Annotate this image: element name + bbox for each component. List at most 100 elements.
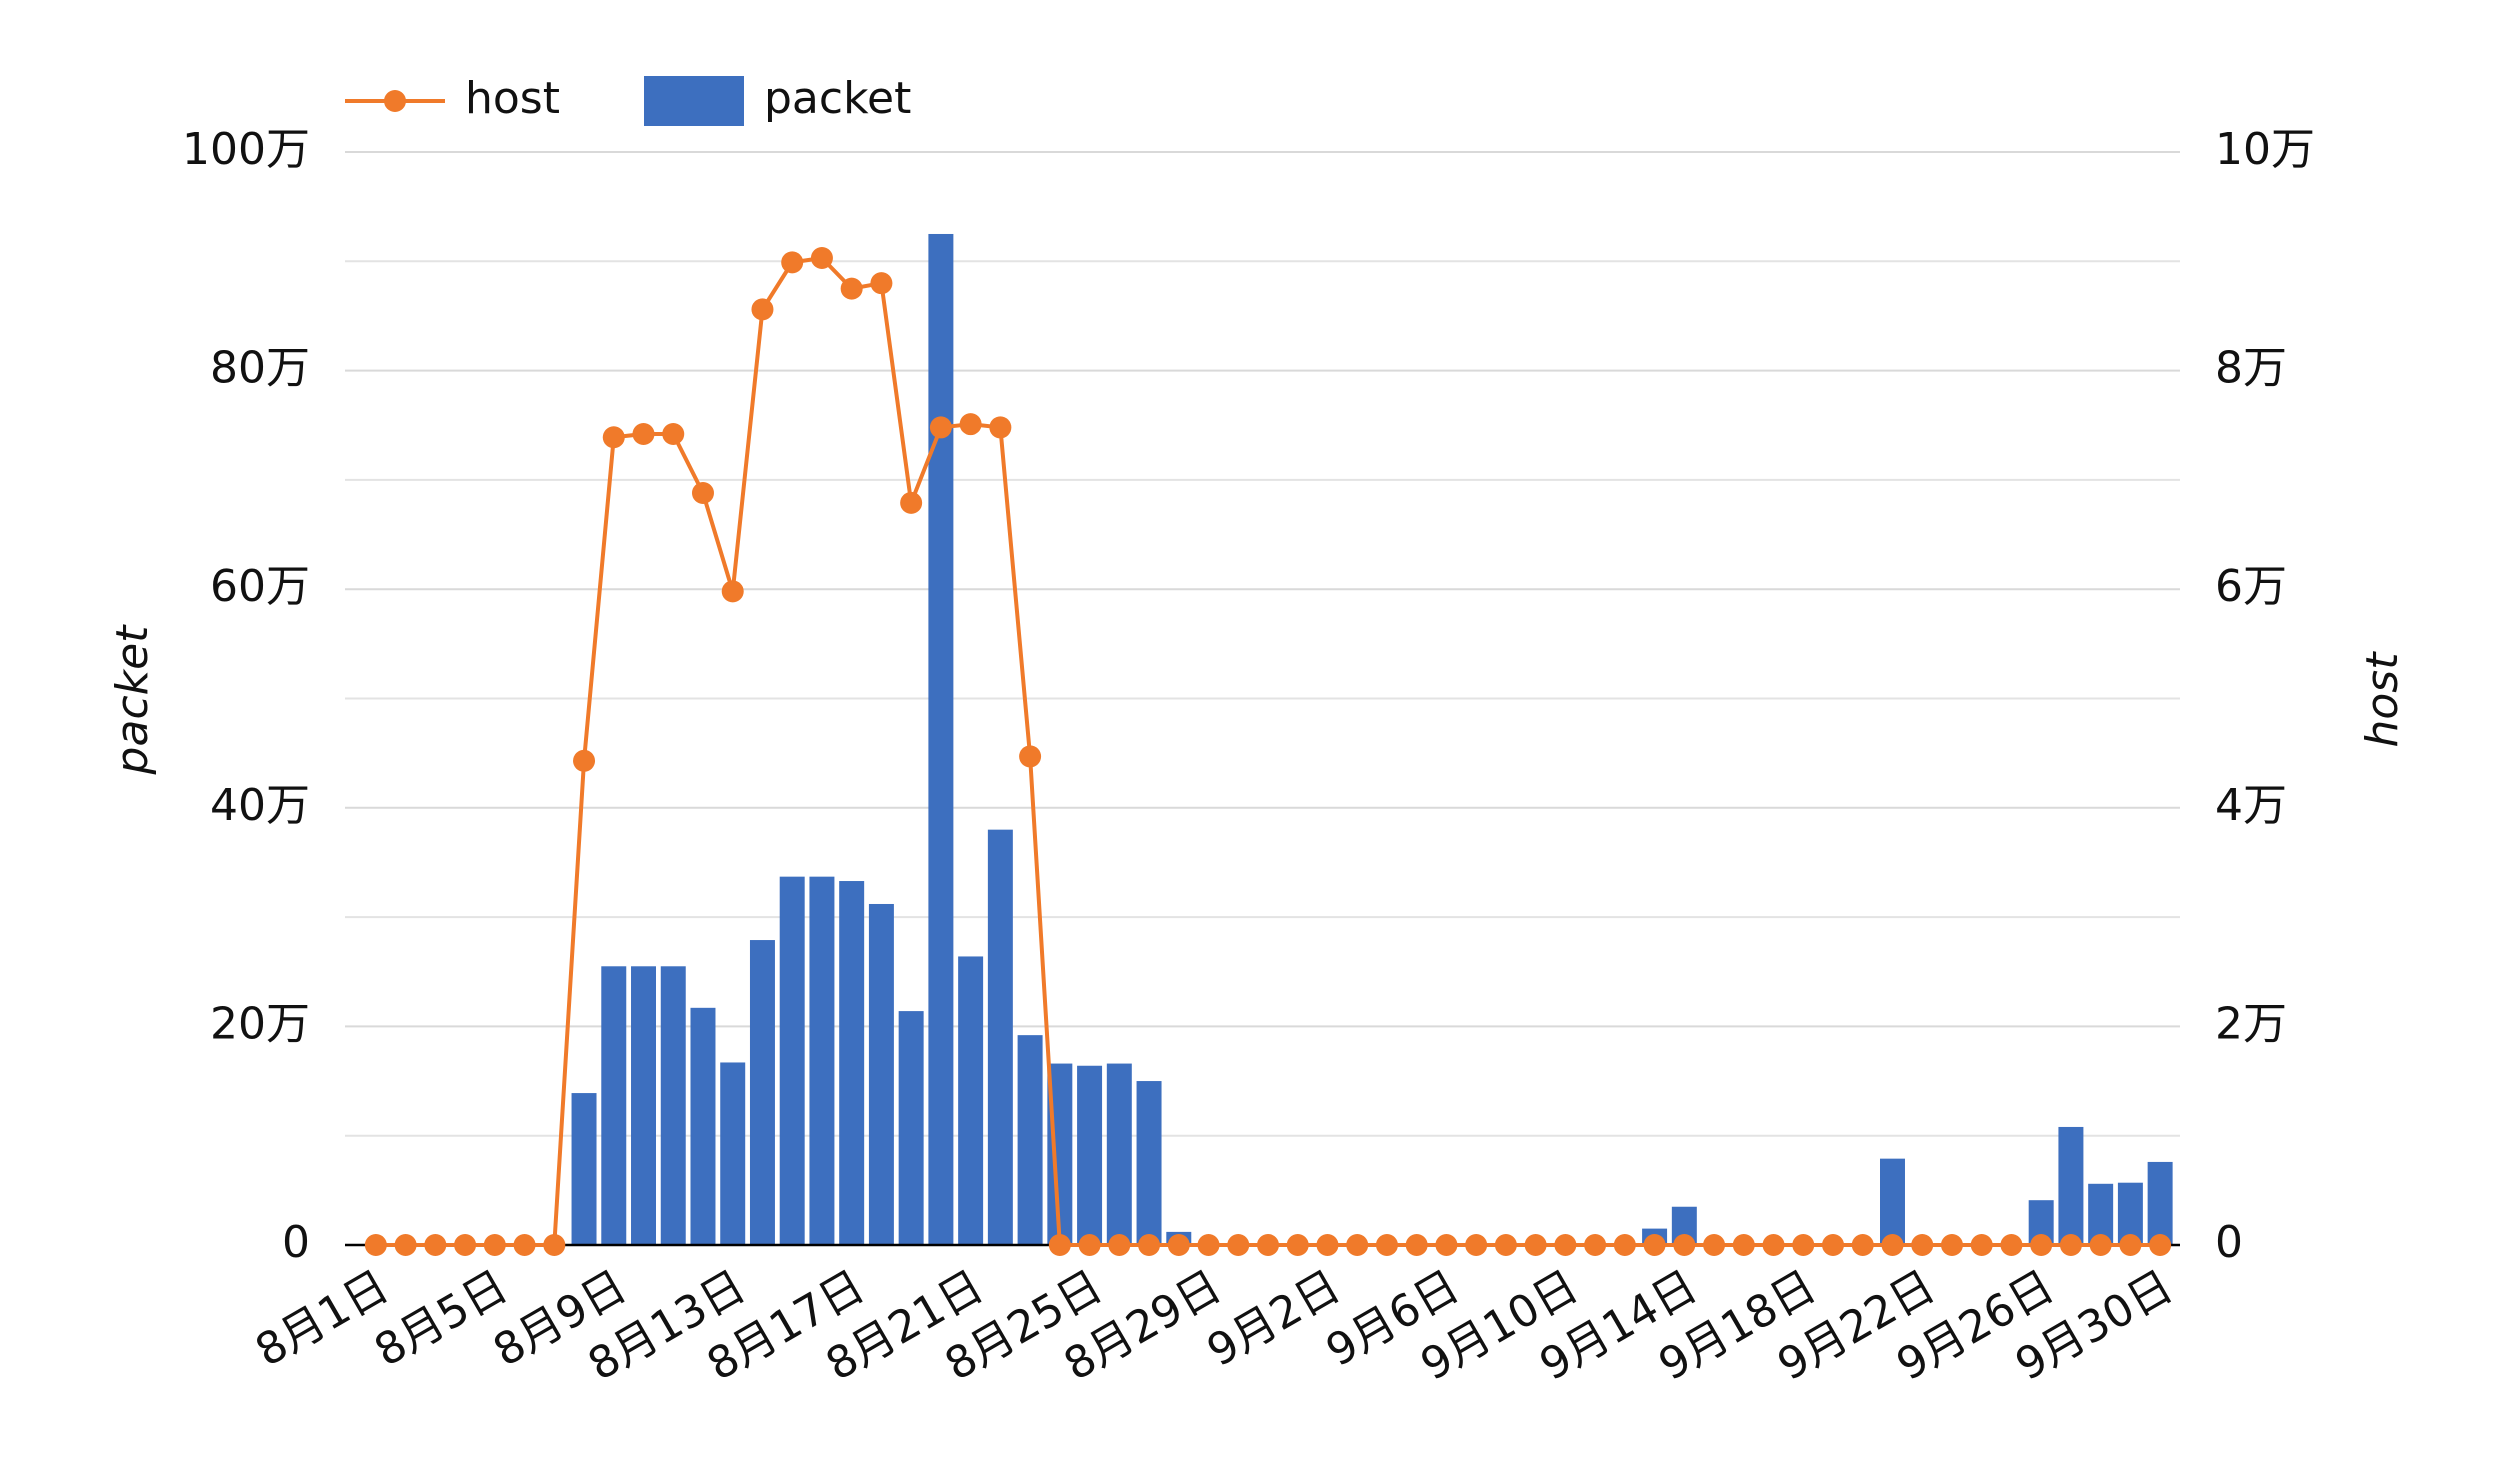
- legend-swatch: [644, 76, 744, 126]
- point: [959, 413, 982, 436]
- y2-tick-label: 8万: [2215, 343, 2287, 394]
- bar: [1136, 1081, 1162, 1245]
- bar: [2147, 1161, 2173, 1245]
- y-tick-label: 40万: [210, 780, 310, 831]
- y-tick-label: 80万: [210, 343, 310, 394]
- legend-label: host: [465, 73, 560, 124]
- bar: [958, 956, 984, 1245]
- point: [1494, 1234, 1517, 1256]
- y-tick-label: 20万: [210, 998, 310, 1049]
- point: [1673, 1234, 1696, 1256]
- bar: [779, 876, 805, 1245]
- bar: [601, 966, 627, 1245]
- point: [2030, 1234, 2053, 1256]
- point: [1554, 1234, 1577, 1256]
- y2-axis-title: host: [2357, 651, 2408, 748]
- bar: [720, 1062, 746, 1245]
- point: [1613, 1234, 1636, 1256]
- y-tick-label: 100万: [182, 124, 310, 175]
- point: [1792, 1234, 1815, 1256]
- point: [1643, 1234, 1666, 1256]
- y2-tick-label: 6万: [2215, 561, 2287, 612]
- bar: [1017, 1035, 1043, 1245]
- bar: [1880, 1158, 1905, 1245]
- point: [1316, 1234, 1339, 1256]
- bar: [1077, 1065, 1103, 1245]
- point: [929, 416, 952, 439]
- point: [483, 1234, 506, 1256]
- y2-tick-label: 0: [2215, 1217, 2243, 1268]
- point: [1911, 1234, 1934, 1256]
- point: [1465, 1234, 1488, 1256]
- bar: [690, 1007, 716, 1245]
- point: [1227, 1234, 1250, 1256]
- bar: [809, 876, 835, 1245]
- point: [1138, 1234, 1161, 1256]
- point: [781, 251, 804, 274]
- point: [2119, 1234, 2142, 1256]
- point: [602, 426, 625, 449]
- bar: [928, 233, 954, 1246]
- point: [1881, 1234, 1904, 1256]
- point: [1078, 1234, 1101, 1256]
- point: [721, 580, 744, 603]
- bar: [839, 881, 865, 1245]
- point: [1257, 1234, 1279, 1256]
- point: [632, 422, 655, 445]
- point: [1048, 1234, 1071, 1256]
- legend-label: packet: [764, 73, 911, 124]
- point: [1822, 1234, 1845, 1256]
- bar: [868, 903, 894, 1245]
- point: [1375, 1234, 1398, 1256]
- point: [573, 749, 596, 772]
- point: [1435, 1234, 1458, 1256]
- point: [1524, 1234, 1547, 1256]
- point: [1940, 1234, 1963, 1256]
- bar: [898, 1011, 924, 1245]
- point: [2059, 1234, 2082, 1256]
- point: [1167, 1234, 1190, 1256]
- point: [1584, 1234, 1607, 1256]
- point: [870, 272, 893, 295]
- point: [1732, 1234, 1755, 1256]
- point: [1762, 1234, 1785, 1256]
- point: [1019, 745, 1042, 768]
- point: [2089, 1234, 2112, 1256]
- x-tick-label: 8月1日: [247, 1261, 397, 1377]
- point: [364, 1234, 387, 1256]
- point: [1851, 1234, 1874, 1256]
- y-tick-label: 0: [282, 1217, 310, 1268]
- point: [900, 491, 923, 514]
- point: [1703, 1234, 1726, 1256]
- point: [2000, 1234, 2023, 1256]
- point: [810, 247, 833, 270]
- y-tick-label: 60万: [210, 561, 310, 612]
- y2-tick-label: 10万: [2215, 124, 2315, 175]
- x-tick-label: 9月2日: [1199, 1261, 1349, 1377]
- bar: [660, 966, 686, 1245]
- point: [751, 298, 774, 321]
- point: [513, 1234, 536, 1256]
- point: [394, 1234, 417, 1256]
- point: [424, 1234, 447, 1256]
- point: [1197, 1234, 1220, 1256]
- y-axis-title: packet: [107, 624, 158, 776]
- point: [2149, 1234, 2172, 1256]
- y2-tick-label: 2万: [2215, 998, 2287, 1049]
- legend-swatch: [384, 90, 406, 112]
- point: [1405, 1234, 1428, 1256]
- point: [691, 482, 714, 505]
- point: [1346, 1234, 1369, 1256]
- point: [840, 277, 863, 300]
- bar: [987, 829, 1013, 1245]
- point: [1970, 1234, 1993, 1256]
- bar: [1106, 1063, 1132, 1245]
- point: [1286, 1234, 1309, 1256]
- point: [662, 422, 685, 445]
- x-tick-label: 8月5日: [366, 1261, 516, 1377]
- point: [989, 416, 1012, 439]
- point: [543, 1234, 566, 1256]
- point: [1108, 1234, 1131, 1256]
- bar: [571, 1093, 597, 1245]
